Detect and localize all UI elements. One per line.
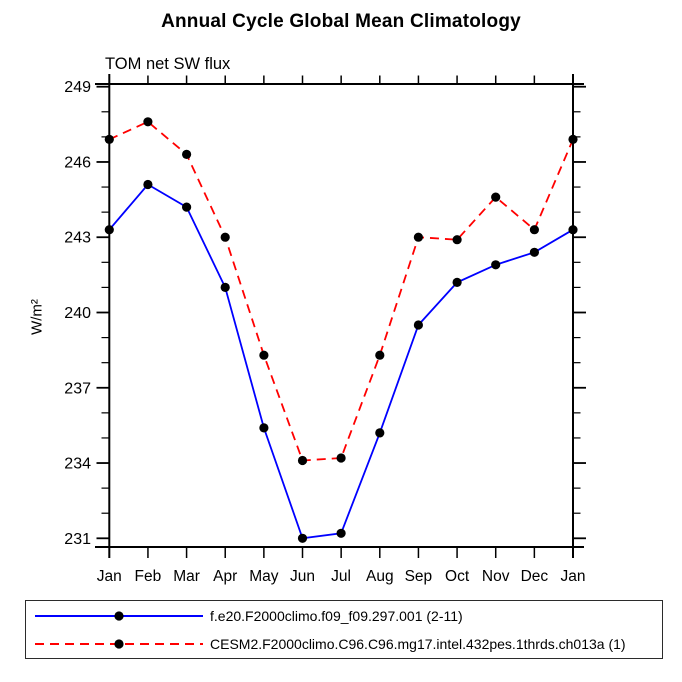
data-point-marker [491,192,501,202]
y-tick-label: 246 [64,155,91,172]
data-point-marker [104,134,114,144]
data-point-marker [452,235,462,245]
data-point-marker [413,320,423,330]
data-point-marker [220,282,230,292]
x-tick-label: Dec [521,568,549,585]
data-point-marker [375,350,385,360]
series-line-1 [108,120,574,462]
legend-row-series-1: CESM2.F2000climo.C96.C96.mg17.intel.432p… [26,630,662,658]
y-tick-label: 237 [64,380,91,397]
data-point-marker [568,134,578,144]
data-point-marker [182,149,192,159]
data-point-marker [259,423,269,433]
series-line-0 [108,183,574,540]
x-tick-label: Mar [173,568,200,585]
x-tick-label: Jun [290,568,315,585]
chart-title: Annual Cycle Global Mean Climatology [161,11,521,32]
x-tick-label: Sep [405,568,433,585]
x-tick-label: Oct [445,568,470,585]
data-point-marker [182,202,192,212]
y-tick-label: 240 [64,305,91,322]
data-point-marker [104,225,114,235]
data-point-marker [143,117,153,127]
data-point-marker [491,260,501,270]
y-tick-label: 243 [64,230,91,247]
data-point-marker [413,232,423,242]
legend-marker-icon [114,611,124,621]
legend-row-series-0: f.e20.F2000climo.f09_f09.297.001 (2-11) [26,602,662,630]
data-point-marker [336,528,346,538]
data-point-marker [529,225,540,235]
legend-label-series-0: f.e20.F2000climo.f09_f09.297.001 (2-11) [210,608,463,624]
legend-sample-line-dashed [35,639,203,649]
x-tick-label: Aug [366,568,394,585]
x-tick-label: May [249,568,279,585]
x-tick-label: Jan [97,568,122,585]
data-point-marker [375,428,385,438]
y-tick-label: 234 [64,456,91,473]
x-tick-label: Jan [561,568,586,585]
data-point-marker [529,247,540,257]
legend-sample-line-solid [35,611,203,621]
data-point-marker [568,225,578,235]
x-tick-label: Jul [331,568,351,585]
data-point-marker [143,179,153,190]
y-tick-label: 231 [64,531,91,548]
y-tick-label: 249 [64,79,91,96]
data-point-marker [336,453,346,463]
legend-box: f.e20.F2000climo.f09_f09.297.001 (2-11) … [25,600,663,659]
data-point-marker [297,455,308,466]
x-tick-label: Nov [482,568,510,585]
legend-marker-icon [114,639,124,649]
chart-subtitle: TOM net SW flux [105,55,231,73]
x-tick-label: Apr [213,568,237,585]
x-tick-label: Feb [135,568,162,585]
data-point-marker [220,232,230,242]
data-point-marker [297,533,308,543]
data-point-marker [452,277,462,287]
legend-label-series-1: CESM2.F2000climo.C96.C96.mg17.intel.432p… [210,636,626,652]
data-point-marker [259,350,269,360]
